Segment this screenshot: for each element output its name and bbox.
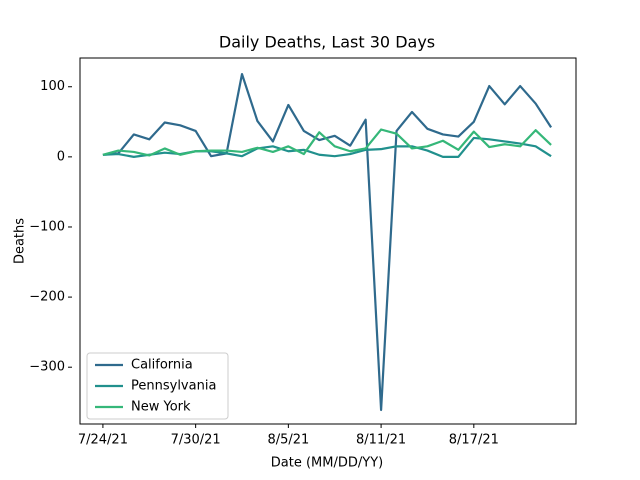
legend: California Pennsylvania New York [86,352,229,420]
legend-box [86,352,229,420]
x-axis-label: Date (MM/DD/YY) [271,456,383,471]
x-tick-label: 8/11/21 [356,433,406,448]
plot-frame [79,57,577,425]
legend-label: New York [131,400,191,415]
legend-label: California [131,358,193,373]
line-series [102,128,552,157]
y-tick-label: 100 [40,79,65,94]
x-tick-label: 8/17/21 [449,433,499,448]
x-tick-label: 7/30/21 [171,433,221,448]
x-tick-label: 7/24/21 [78,433,128,448]
y-axis-label: Deaths [13,218,28,264]
y-tick-label: 0 [57,149,65,164]
y-tick-label: −300 [29,360,65,375]
x-tick-label: 8/5/21 [267,433,309,448]
legend-label: Pennsylvania [131,379,216,394]
y-tick-label: −100 [29,219,65,234]
y-tick-label: −200 [29,290,65,305]
chart-title: Daily Deaths, Last 30 Days [219,33,435,52]
